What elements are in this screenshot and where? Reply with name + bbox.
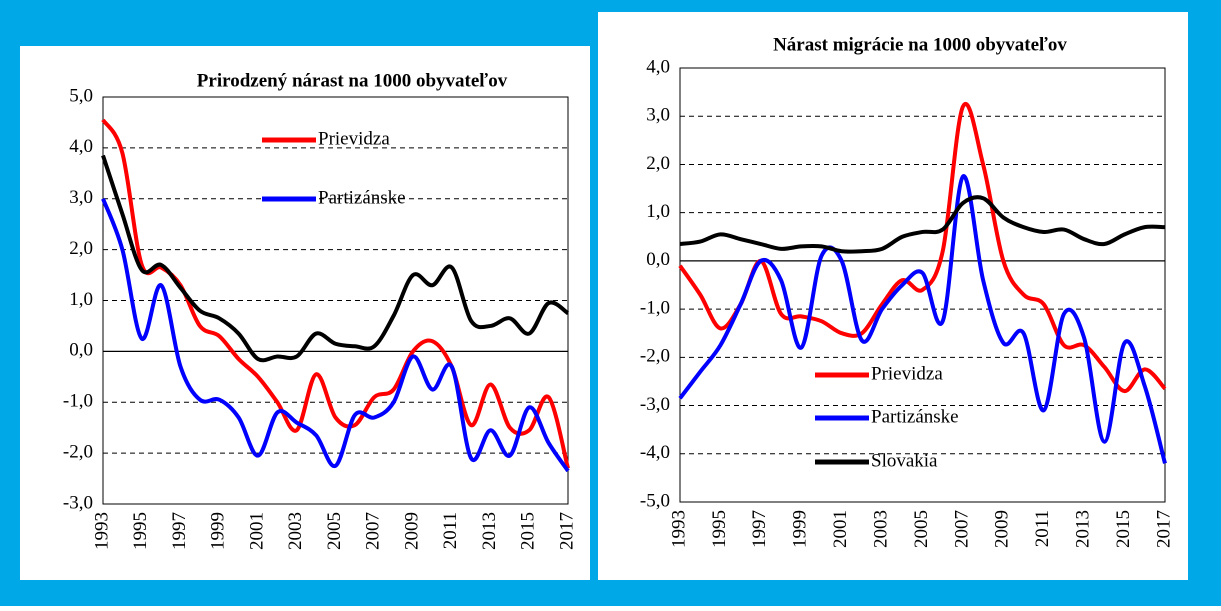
x-tick-label: 1995 bbox=[709, 510, 730, 548]
x-tick-label: 2009 bbox=[401, 512, 422, 550]
y-tick-label: 0,0 bbox=[69, 340, 93, 361]
y-tick-label: -2,0 bbox=[640, 346, 670, 367]
y-tick-label: -1,0 bbox=[63, 391, 93, 412]
x-tick-label: 1999 bbox=[208, 512, 229, 550]
x-tick-label: 2009 bbox=[992, 510, 1013, 548]
legend-label: Partizánske bbox=[871, 406, 959, 427]
y-tick-label: -1,0 bbox=[640, 297, 670, 318]
y-tick-label: 2,0 bbox=[646, 153, 670, 174]
x-tick-label: 2003 bbox=[285, 512, 306, 550]
x-tick-label: 2007 bbox=[951, 510, 972, 548]
y-tick-label: -5,0 bbox=[640, 490, 670, 511]
x-tick-label: 2003 bbox=[870, 510, 891, 548]
x-tick-label: 2011 bbox=[440, 512, 461, 549]
x-tick-label: 2001 bbox=[246, 512, 267, 550]
x-tick-label: 1995 bbox=[130, 512, 151, 550]
x-tick-label: 2005 bbox=[911, 510, 932, 548]
x-tick-label: 2015 bbox=[518, 512, 539, 550]
legend-label: Slovakia bbox=[871, 450, 938, 471]
y-tick-label: 1,0 bbox=[69, 289, 93, 310]
y-tick-label: 3,0 bbox=[69, 187, 93, 208]
y-tick-label: 0,0 bbox=[646, 249, 670, 270]
x-tick-label: 1993 bbox=[668, 510, 689, 548]
x-tick-label: 1997 bbox=[749, 510, 770, 548]
x-tick-label: 2017 bbox=[556, 512, 577, 550]
x-tick-label: 2005 bbox=[324, 512, 345, 550]
plot-border bbox=[679, 67, 1166, 503]
y-tick-label: 5,0 bbox=[69, 85, 93, 106]
chart-title: Nárast migrácie na 1000 obyvateľov bbox=[773, 34, 1067, 55]
legend-label: Prievidza bbox=[871, 363, 943, 384]
plot-border bbox=[102, 96, 569, 505]
legend-label: Partizánske bbox=[318, 187, 406, 208]
x-tick-label: 1997 bbox=[169, 512, 190, 550]
legend-label: Prievidza bbox=[318, 128, 390, 149]
x-tick-label: 2001 bbox=[830, 510, 851, 548]
series-line bbox=[678, 174, 1167, 464]
chart-title: Prirodzený nárast na 1000 obyvateľov bbox=[197, 70, 508, 91]
x-tick-label: 1993 bbox=[91, 512, 112, 550]
x-tick-label: 2017 bbox=[1153, 510, 1174, 548]
series-line bbox=[101, 198, 570, 473]
y-tick-label: 4,0 bbox=[646, 56, 670, 77]
x-tick-label: 2007 bbox=[363, 512, 384, 550]
y-tick-label: -4,0 bbox=[640, 442, 670, 463]
y-tick-label: 4,0 bbox=[69, 136, 93, 157]
y-tick-label: 1,0 bbox=[646, 201, 670, 222]
y-tick-label: 3,0 bbox=[646, 105, 670, 126]
series-line bbox=[101, 154, 570, 363]
y-tick-label: -2,0 bbox=[63, 441, 93, 462]
x-tick-label: 1999 bbox=[790, 510, 811, 548]
y-tick-label: -3,0 bbox=[640, 394, 670, 415]
series-line bbox=[679, 195, 1166, 254]
x-tick-label: 2013 bbox=[1073, 510, 1094, 548]
y-tick-label: -3,0 bbox=[63, 492, 93, 513]
x-tick-label: 2011 bbox=[1032, 510, 1053, 547]
panel bbox=[20, 46, 590, 580]
x-tick-label: 2013 bbox=[479, 512, 500, 550]
y-tick-label: 2,0 bbox=[69, 238, 93, 259]
x-tick-label: 2015 bbox=[1113, 510, 1134, 548]
